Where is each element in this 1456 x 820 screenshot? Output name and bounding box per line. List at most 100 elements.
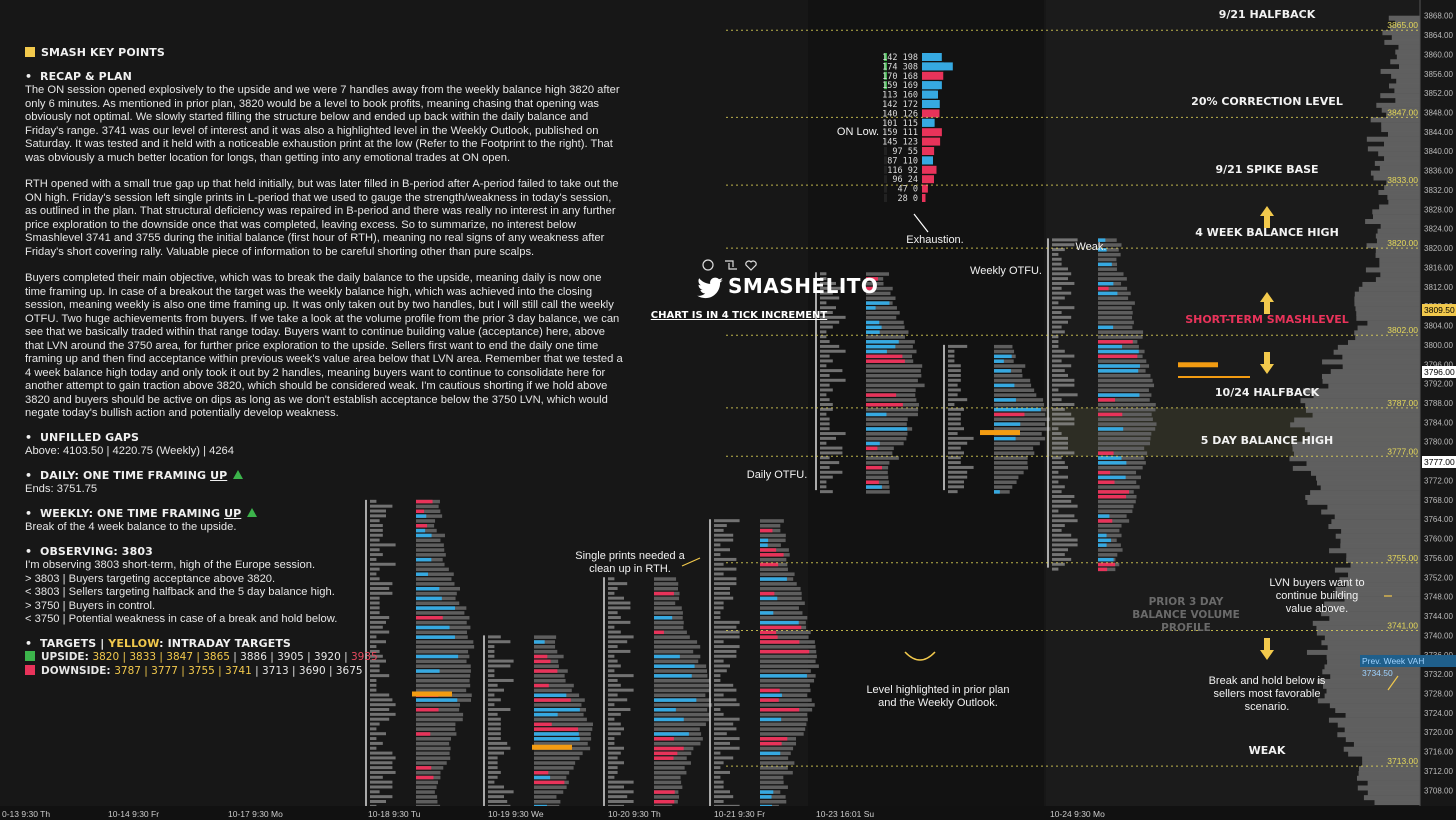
day-profile-bar [654, 678, 710, 683]
volume-profile-bar [1300, 398, 1420, 404]
tpo-letters [488, 790, 514, 794]
delta-bar [866, 286, 875, 291]
price-tag-current: 3796.00 [1422, 366, 1456, 378]
delta-bar [534, 698, 571, 702]
tpo-letters [820, 306, 836, 310]
volume-profile-bar [1312, 620, 1420, 626]
day-profile-bar [416, 582, 455, 586]
delta-bar [760, 737, 788, 741]
volume-profile-bar [1358, 766, 1420, 772]
day-profile-bar [1098, 383, 1155, 388]
volume-profile-bar [1344, 727, 1420, 733]
volume-profile-bar [1316, 480, 1420, 486]
time-tick-label: 10-17 9:30 Mo [228, 809, 283, 819]
day-profile-bar [1098, 373, 1151, 378]
level-price-tag: 3741.00 [1387, 621, 1418, 631]
tpo-letters [1052, 325, 1062, 329]
tpo-letters [608, 606, 631, 610]
tpo-letters [608, 591, 615, 595]
volume-profile-bar [1321, 611, 1420, 617]
day-profile-bar [534, 635, 557, 639]
tpo-letters [488, 761, 498, 765]
weekly-header: • WEEKLY: ONE TIME FRAMING UP [25, 507, 625, 521]
delta-bar [416, 596, 442, 601]
day-profile-bar [866, 296, 896, 300]
tpo-letters [714, 703, 740, 707]
footprint-bar [922, 184, 928, 193]
delta-bar [416, 616, 443, 620]
delta-bar [760, 548, 777, 552]
day-profile-bar [760, 606, 799, 610]
delta-bar [760, 693, 782, 697]
tpo-letters [370, 717, 390, 721]
volume-profile-bar [1292, 465, 1420, 471]
weekly-text: Break of the 4 week balance to the upsid… [25, 521, 237, 533]
footprint-marker [884, 62, 887, 71]
day-profile-bar [654, 795, 680, 799]
tpo-letters [370, 640, 386, 644]
tpo-letters [370, 519, 380, 523]
delta-bar [654, 790, 675, 794]
tpo-letters [714, 630, 740, 634]
recap-paragraph-2: RTH opened with a small true gap up that… [25, 178, 619, 258]
volume-profile-bar [1380, 223, 1420, 229]
price-tick-label: 3836.00 [1424, 167, 1453, 176]
day-profile-bar [654, 766, 685, 770]
volume-profile-bar [1362, 761, 1420, 767]
level-price-tag: 3787.00 [1387, 398, 1418, 408]
tpo-letters [608, 582, 628, 586]
volume-profile-bar [1395, 49, 1420, 55]
tpo-letters [1052, 340, 1059, 344]
price-tick-label: 3728.00 [1424, 689, 1453, 698]
day-profile-bar [994, 446, 1034, 451]
tpo-letters [948, 475, 968, 479]
tpo-letters [488, 780, 495, 784]
footprint-bar [922, 175, 934, 184]
tpo-letters [948, 427, 964, 431]
tpo-letters [370, 775, 383, 779]
day-profile-bar [866, 436, 907, 441]
tpo-letters [1052, 490, 1062, 494]
delta-bar [534, 780, 565, 785]
day-profile-bar [866, 373, 922, 378]
delta-bar [654, 674, 692, 678]
tpo-letters [820, 451, 843, 455]
tpo-letters [608, 645, 618, 649]
tpo-letters [488, 703, 495, 707]
delta-bar [1098, 480, 1115, 484]
delta-bar [866, 320, 880, 325]
volume-profile-bar [1316, 625, 1420, 631]
footprint-bar [922, 156, 933, 165]
day-profile-bar [1098, 485, 1140, 489]
tpo-letters [1052, 533, 1072, 537]
tpo-letters [714, 611, 721, 615]
tpo-letters [714, 640, 724, 644]
day-profile-bar [416, 548, 445, 552]
volume-profile-bar [1381, 122, 1420, 128]
day-profile-bar [654, 582, 679, 586]
tick-increment-note: CHART IS IN 4 TICK INCREMENT [650, 310, 828, 321]
day-profile-bar [760, 693, 808, 697]
volume-profile-bar [1335, 708, 1420, 714]
day-profile-bar [1098, 509, 1133, 514]
tpo-letters [714, 751, 721, 755]
tpo-letters [370, 741, 383, 745]
delta-bar [994, 369, 1011, 373]
footprint-bid: 47 0 [898, 185, 918, 195]
delta-bar [1098, 451, 1114, 455]
day-profile-bar [1098, 257, 1117, 262]
tpo-letters [1052, 417, 1075, 421]
tpo-letters [608, 601, 631, 605]
footprint-bid: 159 111 [882, 128, 918, 138]
tpo-letters [948, 383, 958, 387]
price-tick-label: 3796.00 [1424, 360, 1453, 369]
delta-bar [1098, 398, 1115, 402]
delta-bar [1098, 567, 1108, 572]
day-profile-bar [760, 630, 811, 635]
day-profile-bar [866, 378, 918, 383]
tpo-letters [820, 296, 840, 300]
tpo-letters [948, 436, 974, 440]
day-profile-bar [416, 683, 471, 688]
volume-profile-bar [1395, 97, 1420, 103]
